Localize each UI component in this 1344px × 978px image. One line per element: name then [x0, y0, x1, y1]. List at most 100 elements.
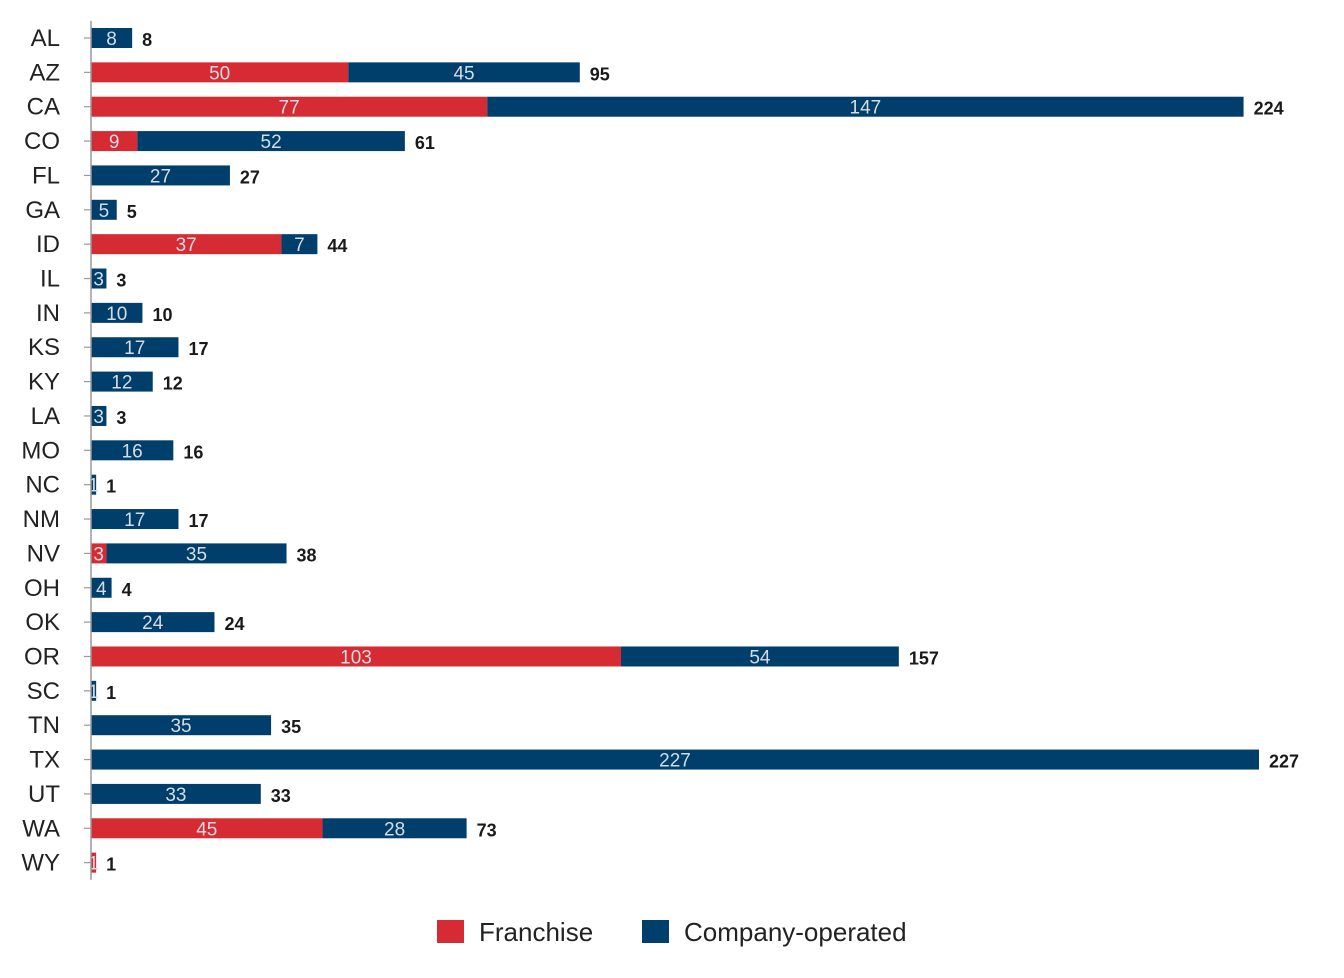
- bar-company-operated-la: [91, 405, 107, 426]
- bar-company-operated-ky: [91, 371, 153, 392]
- total-label-tx: 227: [1269, 752, 1299, 772]
- total-label-ky: 12: [163, 374, 183, 394]
- bar-company-operated-mo: [91, 440, 174, 461]
- total-label-az: 95: [590, 64, 610, 84]
- bar-company-operated-nc: [91, 474, 97, 495]
- y-tick-label-al: AL: [31, 25, 60, 52]
- total-label-or: 157: [909, 648, 939, 668]
- y-tick-label-mo: MO: [21, 437, 60, 464]
- y-tick-label-tx: TX: [29, 747, 60, 774]
- y-tick-label-fl: FL: [32, 162, 60, 189]
- bar-company-operated-wa: [322, 818, 467, 839]
- data-label-franchise-id: 37: [176, 235, 197, 256]
- data-label-company-operated-oh: 4: [96, 579, 107, 600]
- bar-company-operated-or: [620, 646, 899, 667]
- legend-swatch-franchise: [437, 920, 464, 943]
- y-tick-label-or: OR: [24, 643, 60, 670]
- y-tick-label-ga: GA: [25, 197, 60, 224]
- total-label-sc: 1: [106, 683, 116, 703]
- total-label-in: 10: [152, 305, 172, 325]
- data-label-franchise-wa: 45: [196, 819, 217, 840]
- bar-company-operated-ca: [487, 96, 1244, 117]
- bar-company-operated-az: [348, 62, 580, 83]
- bar-franchise-wa: [91, 818, 323, 839]
- y-tick-label-nm: NM: [23, 506, 60, 533]
- total-label-ut: 33: [271, 786, 291, 806]
- y-tick-label-in: IN: [36, 300, 60, 327]
- data-label-company-operated-ks: 17: [124, 338, 145, 359]
- data-label-company-operated-ga: 5: [99, 201, 110, 222]
- y-tick-label-tn: TN: [28, 712, 60, 739]
- bar-company-operated-ga: [91, 199, 117, 220]
- bar-company-operated-in: [91, 302, 143, 323]
- y-tick-label-oh: OH: [24, 575, 60, 602]
- total-label-ks: 17: [188, 339, 208, 359]
- data-label-franchise-or: 103: [340, 647, 372, 668]
- bar-company-operated-nv: [106, 543, 287, 564]
- total-label-oh: 4: [122, 580, 132, 600]
- total-label-al: 8: [142, 30, 152, 50]
- total-label-wy: 1: [106, 855, 116, 875]
- data-label-franchise-wy: 1: [88, 854, 99, 875]
- y-tick-label-ok: OK: [25, 609, 60, 636]
- total-label-tn: 35: [281, 717, 301, 737]
- data-label-company-operated-ca: 147: [850, 98, 882, 119]
- bar-company-operated-co: [137, 131, 405, 152]
- bar-company-operated-tx: [91, 749, 1259, 770]
- legend-label-company-operated: Company-operated: [684, 917, 907, 947]
- y-tick-label-ca: CA: [27, 94, 60, 121]
- data-label-company-operated-tx: 227: [659, 751, 691, 772]
- bar-company-operated-sc: [91, 680, 97, 701]
- total-label-ca: 224: [1254, 99, 1284, 119]
- data-label-company-operated-ky: 12: [111, 373, 132, 394]
- bar-company-operated-tn: [91, 715, 272, 736]
- data-label-company-operated-nv: 35: [186, 544, 207, 565]
- legend-label-franchise: Franchise: [479, 917, 593, 947]
- total-label-mo: 16: [183, 442, 203, 462]
- data-label-company-operated-il: 3: [93, 270, 104, 291]
- data-label-company-operated-la: 3: [93, 407, 104, 428]
- y-tick-label-wy: WY: [21, 850, 60, 877]
- total-label-ga: 5: [127, 202, 137, 222]
- data-label-company-operated-sc: 1: [88, 682, 99, 703]
- total-label-la: 3: [116, 408, 126, 428]
- y-tick-label-id: ID: [36, 231, 60, 258]
- total-label-nc: 1: [106, 477, 116, 497]
- bar-company-operated-id: [281, 234, 318, 255]
- bar-company-operated-fl: [91, 165, 230, 186]
- total-label-id: 44: [327, 236, 347, 256]
- total-label-nm: 17: [188, 511, 208, 531]
- bar-company-operated-ut: [91, 783, 261, 804]
- y-tick-label-co: CO: [24, 128, 60, 155]
- data-label-company-operated-in: 10: [106, 304, 127, 325]
- total-label-fl: 27: [240, 167, 260, 187]
- bar-franchise-co: [91, 131, 138, 152]
- y-tick-label-la: LA: [31, 403, 60, 430]
- total-label-ok: 24: [224, 614, 244, 634]
- bar-franchise-id: [91, 234, 282, 255]
- data-label-company-operated-fl: 27: [150, 166, 171, 187]
- bar-franchise-wy: [91, 852, 97, 873]
- legend: Franchise Company-operated: [437, 917, 907, 947]
- bar-franchise-ca: [91, 96, 488, 117]
- bar-company-operated-il: [91, 268, 107, 289]
- total-label-nv: 38: [297, 545, 317, 565]
- data-label-franchise-ca: 77: [279, 98, 300, 119]
- y-tick-label-az: AZ: [29, 59, 60, 86]
- bar-franchise-nv: [91, 543, 107, 564]
- bar-company-operated-nm: [91, 509, 179, 530]
- y-tick-label-nc: NC: [25, 472, 60, 499]
- data-label-company-operated-az: 45: [453, 63, 474, 84]
- y-tick-label-ks: KS: [28, 334, 60, 361]
- bar-franchise-or: [91, 646, 621, 667]
- data-label-company-operated-nc: 1: [88, 476, 99, 497]
- y-tick-label-wa: WA: [22, 815, 60, 842]
- y-tick-label-nv: NV: [27, 540, 60, 567]
- total-label-co: 61: [415, 133, 435, 153]
- data-label-company-operated-or: 54: [749, 647, 771, 668]
- data-label-company-operated-co: 52: [261, 132, 282, 153]
- y-tick-label-sc: SC: [27, 678, 60, 705]
- legend-swatch-company-operated: [642, 920, 669, 943]
